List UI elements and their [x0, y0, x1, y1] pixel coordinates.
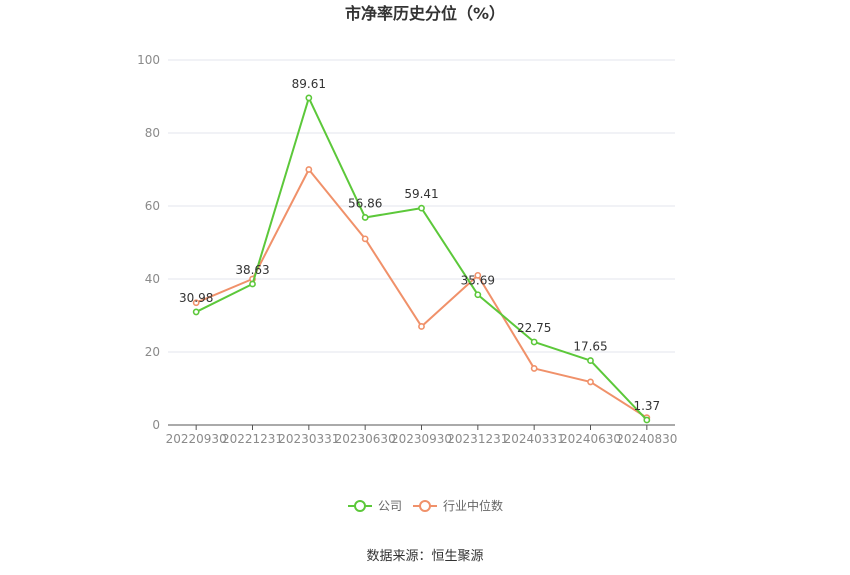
y-axis: 0 20 40 60 80 100 [137, 53, 160, 432]
data-point[interactable] [418, 204, 425, 212]
data-point[interactable] [249, 280, 256, 288]
legend-label: 公司 [378, 499, 402, 513]
x-axis: 2022093020221231202303312023063020230930… [166, 424, 677, 446]
legend-item-0[interactable]: 公司 [348, 499, 402, 513]
x-tick-label: 20221231 [222, 432, 283, 446]
data-point[interactable] [361, 235, 369, 243]
data-label: 30.98 [179, 291, 213, 305]
series-group [192, 94, 651, 424]
y-tick-label: 80 [145, 126, 160, 140]
x-tick-label: 20230630 [335, 432, 396, 446]
legend-marker [419, 500, 431, 512]
legend-item-1[interactable]: 行业中位数 [413, 498, 503, 513]
legend[interactable]: 公司 行业中位数 [348, 498, 503, 513]
y-tick-label: 0 [152, 418, 160, 432]
data-point[interactable] [587, 357, 594, 364]
data-label: 89.61 [292, 77, 326, 91]
data-labels: 30.98 38.63 89.61 56.86 59.41 35.69 22.75 17.65… [179, 77, 660, 413]
data-label: 1.37 [633, 399, 660, 413]
x-tick-label: 20240630 [560, 432, 621, 446]
data-point[interactable] [192, 308, 200, 316]
x-tick-label: 20220930 [166, 432, 227, 446]
x-tick-label: 20230930 [391, 432, 452, 446]
data-label: 35.69 [461, 274, 495, 288]
legend-marker [354, 500, 366, 512]
x-tick-label: 20240331 [504, 432, 565, 446]
data-label: 59.41 [404, 187, 438, 201]
x-tick-label: 20230331 [278, 432, 339, 446]
data-label: 38.63 [235, 263, 269, 277]
data-point[interactable] [305, 94, 313, 102]
data-point[interactable] [305, 166, 313, 173]
data-point[interactable] [643, 416, 651, 424]
data-point[interactable] [361, 214, 369, 221]
data-point[interactable] [530, 338, 538, 346]
data-point[interactable] [530, 365, 538, 372]
data-label: 17.65 [573, 340, 607, 354]
x-tick-label: 20240830 [616, 432, 677, 446]
y-tick-label: 20 [145, 345, 160, 359]
y-tick-label: 60 [145, 199, 160, 213]
data-source: 数据来源：恒生聚源 [366, 549, 483, 564]
chart-title: 市净率历史分位（%） [345, 4, 505, 23]
data-point[interactable] [192, 299, 200, 307]
data-point[interactable] [418, 323, 425, 330]
data-label: 56.86 [348, 196, 382, 210]
data-point[interactable] [474, 271, 482, 279]
data-label: 22.75 [517, 321, 551, 335]
legend-label: 行业中位数 [443, 498, 503, 513]
data-point[interactable] [474, 291, 482, 299]
y-tick-label: 100 [137, 53, 160, 67]
x-tick-label: 20231231 [447, 432, 508, 446]
data-point[interactable] [587, 378, 594, 386]
y-tick-label: 40 [145, 272, 160, 286]
